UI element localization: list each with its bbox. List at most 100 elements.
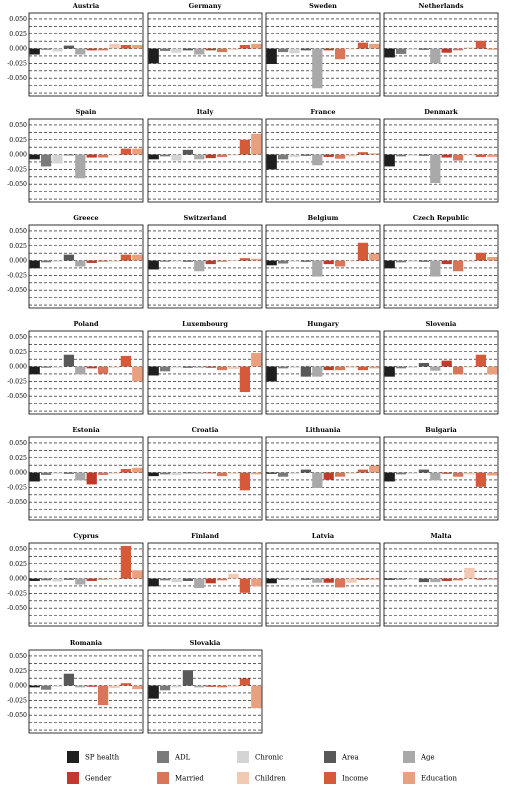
y-tick-label: -0.050 [7,605,27,612]
bar-age [312,578,323,583]
bar-gender [441,578,452,581]
bar-children [109,472,120,474]
panel-germany: Germany [147,2,263,97]
bar-gender [86,154,97,158]
panel-sweden: Sweden [265,2,381,97]
bar-area [418,363,430,367]
bar-adl [159,578,171,581]
bar-age [312,48,323,89]
panel-frame [147,649,263,734]
bar-children [109,260,120,262]
y-tick-label: 0.050 [9,653,27,660]
bar-married [452,472,464,477]
bar-age [194,154,205,160]
bar-children [346,48,357,50]
bar-children [109,366,120,368]
bar-gender [323,578,334,583]
panel-frame [147,12,263,97]
panel-frame [383,118,499,203]
panel-title: Poland [73,320,98,328]
bar-education [132,570,143,579]
bar-income [239,258,251,261]
bar-sp-health [29,685,40,688]
bar-adl [159,260,171,262]
bar-adl [277,260,289,264]
bar-income [239,366,251,393]
bar-chronic [171,154,182,161]
bar-area [182,366,194,368]
bar-area [63,673,75,686]
bar-area [300,48,312,51]
panel-title: Switzerland [184,214,227,222]
bar-income [239,45,251,49]
y-tick-label: -0.050 [7,712,27,719]
bar-income [475,252,487,261]
bar-married [97,260,109,262]
panel-belgium: Belgium [265,214,381,309]
panel-frame [147,224,263,309]
bar-area [182,149,194,155]
panel-netherlands: Netherlands [383,2,499,97]
bar-children [464,366,475,368]
panel-frame [147,330,263,415]
bar-married [452,578,464,581]
bar-adl [40,366,52,368]
bar-children [228,685,239,687]
bar-children [346,578,357,583]
panel-frame [147,118,263,203]
y-tick-label: 0.050 [9,122,27,129]
legend-swatch [67,751,79,763]
bar-children [109,154,120,156]
bar-chronic [407,48,418,50]
panel-frame [383,224,499,309]
bar-adl [277,472,289,477]
bar-married [216,578,228,581]
bar-sp-health [266,48,277,64]
panel-luxembourg: Luxembourg [147,320,263,415]
legend-label: Area [341,754,359,762]
bar-sp-health [29,48,40,55]
bar-age [75,260,86,267]
y-tick-label: 0.050 [9,440,27,447]
bar-education [251,43,262,49]
bar-area [63,254,75,261]
bar-chronic [289,154,300,157]
bar-gender [323,366,334,371]
legend-swatch [157,772,169,784]
panel-frame [383,330,499,415]
bar-gender [86,472,97,485]
bar-chronic [52,366,63,368]
panel-title: Romania [70,639,103,647]
bar-adl [40,154,52,167]
bar-married [97,48,109,51]
legend-label: Married [175,775,204,783]
legend-swatch [403,772,415,784]
panel-greece: Greece 0.050 0.025 0.000 -0.025 -0.050 [7,214,144,309]
y-tick-label: 0.025 [9,561,27,568]
bar-chronic [171,472,182,475]
bar-income [475,354,487,367]
panel-latvia: Latvia [265,532,381,627]
bar-age [430,48,441,64]
bar-area [418,260,430,262]
bar-children [464,567,475,579]
bar-children [228,366,239,369]
y-tick-label: -0.050 [7,499,27,506]
bar-children [228,472,239,474]
panel-frame [147,436,263,521]
bar-children [228,48,239,50]
bar-income [239,472,251,491]
bar-married [97,578,109,580]
panel-romania: Romania 0.050 0.025 0.000 -0.025 -0.050 [7,639,144,734]
legend-label: Income [342,775,368,783]
legend-label: Gender [85,775,112,783]
y-tick-label: 0.025 [9,349,27,356]
bar-income [475,154,487,157]
bar-education [251,352,262,367]
bar-adl [395,260,407,263]
legend-label: Chronic [255,754,283,762]
bar-gender [205,154,216,159]
bar-education [132,366,143,382]
legend-swatch [157,751,169,763]
bar-gender [86,48,97,51]
